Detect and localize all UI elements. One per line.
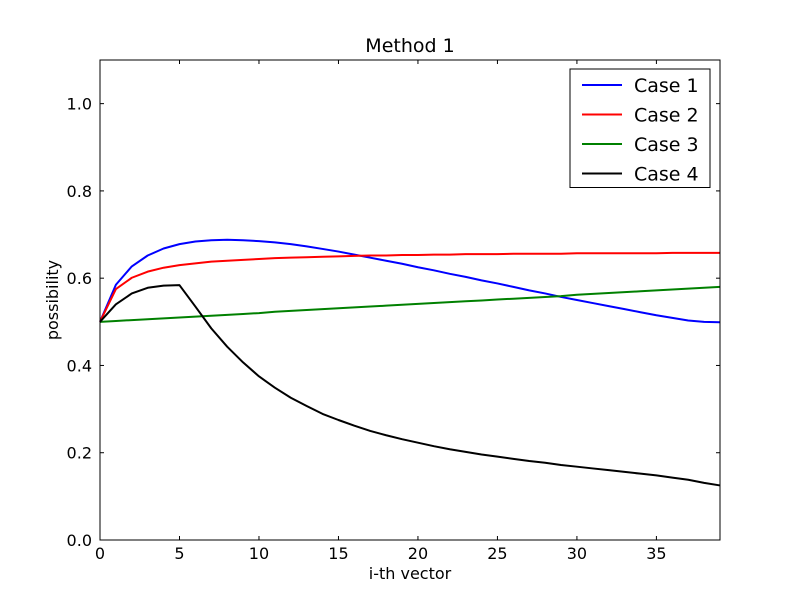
plot-area	[99, 238, 721, 487]
legend-label-case-2: Case 2	[634, 105, 699, 127]
y-axis-label: possibility	[43, 260, 62, 340]
y-tick-label: 0.6	[67, 269, 92, 288]
x-tick-label: 15	[328, 544, 348, 563]
legend-label-case-4: Case 4	[634, 164, 699, 186]
legend-label-case-1: Case 1	[634, 75, 699, 97]
x-axis-label: i-th vector	[369, 564, 452, 583]
series-line-case-2	[99, 251, 720, 323]
x-tick-label: 30	[567, 544, 587, 563]
y-tick-label: 0.8	[67, 182, 92, 201]
x-tick-label: 20	[408, 544, 428, 563]
series-line-case-1	[99, 238, 721, 324]
legend-box	[569, 68, 711, 188]
x-tick-label: 0	[95, 544, 105, 563]
legend-label-case-3: Case 3	[634, 134, 699, 156]
y-tick-label: 0.0	[67, 531, 92, 550]
chart-title: Method 1	[365, 35, 454, 57]
x-tick-label: 25	[487, 544, 507, 563]
y-tick-label: 1.0	[67, 95, 92, 114]
series-line-case-4	[99, 284, 721, 487]
x-tick-label: 35	[646, 544, 666, 563]
x-tick-label: 10	[249, 544, 269, 563]
legend: Case 1 Case 2 Case 3 Case 4	[569, 68, 711, 188]
axis-ticks: 0 5 10 15 20 25 30 35 0.0 0.2 0.4 0.6 0.8 1.0	[67, 60, 720, 563]
y-tick-label: 0.2	[67, 444, 92, 463]
x-tick-label: 5	[174, 544, 184, 563]
axes-frame	[99, 59, 721, 541]
y-tick-label: 0.4	[67, 356, 92, 375]
